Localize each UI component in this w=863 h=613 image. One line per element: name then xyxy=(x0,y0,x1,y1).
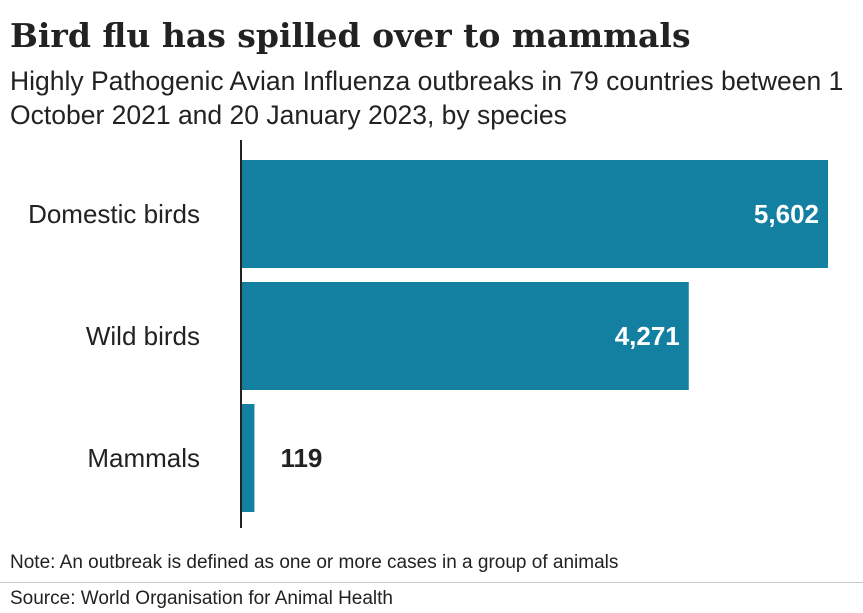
bar xyxy=(242,160,828,268)
footnote: Note: An outbreak is defined as one or m… xyxy=(10,552,619,573)
bar-chart: Domestic birds Wild birds Mammals 5,602 4,2… xyxy=(28,140,828,528)
category-label: Wild birds xyxy=(86,321,200,351)
footer-divider xyxy=(0,582,863,583)
bar xyxy=(242,282,689,390)
source-credit: Source: World Organisation for Animal He… xyxy=(10,588,393,609)
value-label: 5,602 xyxy=(754,199,819,229)
bars xyxy=(242,160,828,512)
category-label: Mammals xyxy=(87,443,200,473)
value-labels: 5,602 4,271 119 xyxy=(280,199,819,473)
category-labels: Domestic birds Wild birds Mammals xyxy=(28,199,200,473)
value-label: 119 xyxy=(280,443,322,473)
chart-title: Bird flu has spilled over to mammals xyxy=(10,16,691,55)
category-label: Domestic birds xyxy=(28,199,200,229)
bar xyxy=(242,404,255,512)
value-label: 4,271 xyxy=(615,321,680,351)
chart-subtitle: Highly Pathogenic Avian Influenza outbre… xyxy=(10,66,844,130)
